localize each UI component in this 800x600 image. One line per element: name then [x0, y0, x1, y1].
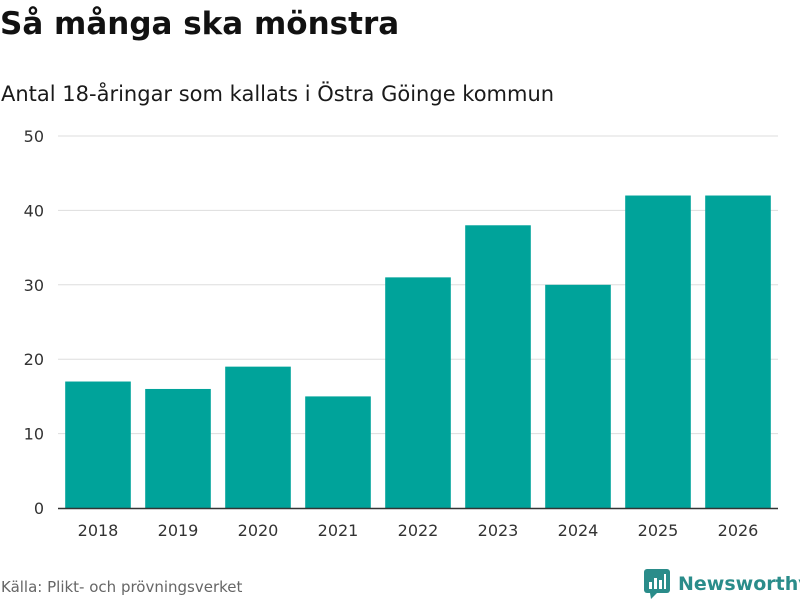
x-tick-label: 2024 — [558, 521, 599, 540]
bar-2026[interactable] — [705, 195, 771, 508]
y-tick-label: 40 — [24, 201, 44, 220]
bars — [65, 195, 771, 508]
chart-title: Så många ska mönstra — [0, 6, 400, 42]
x-tick-label: 2020 — [238, 521, 279, 540]
source-note: Källa: Plikt- och prövningsverket — [1, 578, 243, 596]
y-tick-label: 20 — [24, 350, 44, 369]
x-tick-label: 2023 — [478, 521, 519, 540]
y-tick-label: 30 — [24, 276, 44, 295]
x-tick-label: 2018 — [78, 521, 119, 540]
bar-2024[interactable] — [545, 284, 611, 508]
x-tick-label: 2026 — [718, 521, 759, 540]
axes: 0 10 20 30 40 50 2018 2019 2020 2021 2022 2023 2024 2… — [24, 127, 778, 540]
x-tick-label: 2019 — [158, 521, 199, 540]
y-tick-label: 0 — [34, 499, 44, 518]
x-tick-label: 2025 — [638, 521, 679, 540]
brand-logo[interactable]: Newsworthy — [644, 569, 800, 599]
bar-2022[interactable] — [385, 277, 451, 508]
bar-2019[interactable] — [145, 388, 211, 508]
y-tick-label: 10 — [24, 425, 44, 444]
x-tick-label: 2021 — [318, 521, 359, 540]
y-tick-label: 50 — [24, 127, 44, 146]
x-tick-label: 2022 — [398, 521, 439, 540]
bar-2018[interactable] — [65, 381, 131, 508]
bar-2025[interactable] — [625, 195, 691, 508]
bar-2021[interactable] — [305, 396, 371, 508]
brand-name: Newsworthy — [678, 573, 800, 595]
bar-2020[interactable] — [225, 366, 291, 508]
newsworthy-logo-icon — [644, 569, 670, 599]
bar-2023[interactable] — [465, 225, 531, 508]
chart-subtitle: Antal 18-åringar som kallats i Östra Göi… — [1, 82, 555, 106]
